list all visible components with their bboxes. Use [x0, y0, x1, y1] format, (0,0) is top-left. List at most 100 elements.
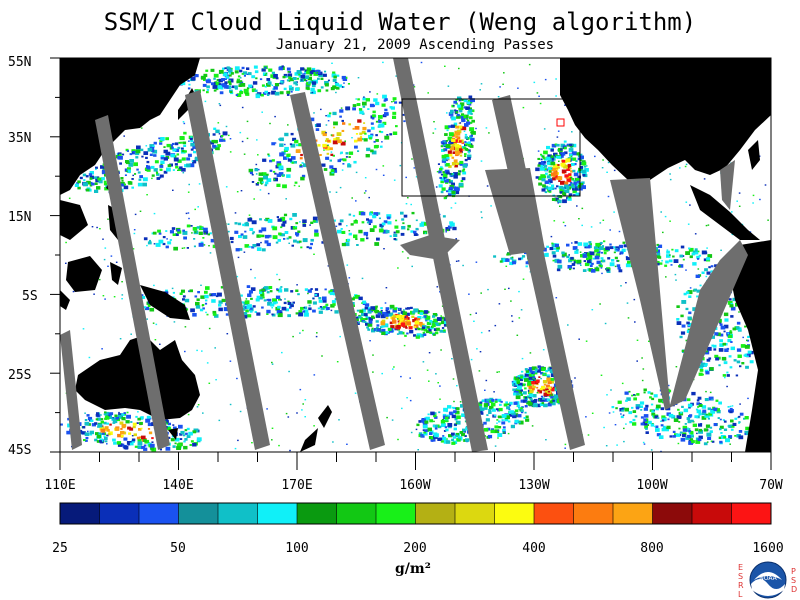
cloud-pixel — [217, 85, 223, 90]
cloud-pixel — [191, 232, 193, 234]
cloud-pixel — [310, 221, 314, 224]
cloud-pixel — [258, 177, 264, 182]
cloud-pixel — [687, 419, 692, 424]
cloud-pixel — [239, 410, 242, 413]
cloud-pixel — [694, 233, 697, 235]
cloud-pixel — [376, 324, 380, 327]
cloud-pixel — [368, 320, 373, 324]
cloud-pixel — [738, 422, 740, 424]
cloud-pixel — [553, 394, 559, 399]
cloud-pixel — [698, 254, 702, 257]
cloud-pixel — [551, 251, 556, 255]
cloud-pixel — [287, 301, 292, 305]
cloud-pixel — [543, 164, 548, 168]
cloud-pixel — [172, 189, 174, 191]
cloud-pixel — [206, 79, 211, 84]
cloud-pixel — [117, 155, 122, 160]
cloud-pixel — [510, 424, 515, 429]
cloud-pixel — [460, 113, 465, 116]
cloud-pixel — [133, 232, 136, 235]
cloud-pixel — [551, 402, 556, 406]
cloud-pixel — [65, 241, 67, 244]
cloud-pixel — [372, 354, 374, 356]
cloud-pixel — [540, 164, 543, 168]
cloud-pixel — [379, 223, 384, 228]
cloud-pixel — [705, 350, 708, 353]
cloud-pixel — [705, 390, 707, 393]
cloud-pixel — [459, 160, 464, 164]
cloud-pixel — [552, 399, 555, 402]
cloud-pixel — [190, 136, 193, 138]
cloud-pixel — [561, 152, 566, 156]
cloud-pixel — [496, 422, 498, 424]
cloud-pixel — [329, 291, 334, 296]
cloud-pixel — [689, 287, 692, 289]
cloud-pixel — [330, 151, 333, 153]
cloud-pixel — [292, 226, 298, 230]
cloud-pixel — [512, 261, 516, 265]
cloud-pixel — [578, 218, 580, 220]
cloud-pixel — [293, 161, 297, 164]
cloud-pixel — [264, 66, 267, 69]
cloud-pixel — [211, 82, 215, 86]
cloud-pixel — [634, 415, 638, 418]
cloud-pixel — [310, 242, 313, 246]
cloud-pixel — [327, 79, 330, 82]
cloud-pixel — [417, 234, 419, 236]
cloud-pixel — [385, 287, 388, 289]
cloud-pixel — [738, 421, 741, 424]
cloud-pixel — [468, 95, 473, 99]
cloud-pixel — [466, 119, 470, 122]
cloud-pixel — [507, 403, 510, 406]
cloud-pixel — [266, 313, 269, 315]
cloud-pixel — [522, 399, 528, 403]
cloud-pixel — [366, 147, 371, 152]
cloud-pixel — [278, 298, 281, 301]
cloud-pixel — [573, 260, 577, 264]
cloud-pixel — [552, 259, 555, 262]
cloud-pixel — [354, 317, 359, 321]
cloud-pixel — [236, 80, 240, 84]
cloud-pixel — [494, 425, 499, 429]
cloud-pixel — [451, 156, 455, 159]
cloud-pixel — [449, 146, 455, 151]
cloud-pixel — [666, 254, 671, 258]
cloud-pixel — [203, 231, 205, 233]
cloud-pixel — [410, 230, 414, 233]
cloud-pixel — [599, 222, 602, 224]
cloud-pixel — [358, 322, 360, 324]
cloud-pixel — [696, 399, 700, 402]
cloud-pixel — [388, 312, 394, 317]
cloud-pixel — [600, 267, 603, 269]
cloud-pixel — [606, 394, 608, 396]
cloud-pixel — [502, 83, 504, 85]
cloud-pixel — [433, 318, 438, 323]
cloud-pixel — [611, 259, 615, 262]
cloud-pixel — [413, 230, 417, 234]
cloud-pixel — [691, 435, 694, 438]
cloud-pixel — [331, 300, 336, 304]
cloud-pixel — [182, 295, 186, 298]
cloud-pixel — [115, 416, 119, 420]
cloud-pixel — [340, 107, 343, 109]
cloud-pixel — [624, 407, 629, 412]
cloud-pixel — [389, 321, 393, 325]
cloud-pixel — [569, 143, 573, 147]
cloud-pixel — [146, 244, 148, 247]
cloud-pixel — [704, 268, 708, 272]
cloud-pixel — [423, 315, 427, 318]
cloud-pixel — [98, 432, 101, 435]
cloud-pixel — [280, 217, 285, 222]
cloud-pixel — [685, 428, 691, 432]
cloud-pixel — [249, 171, 253, 175]
cloud-pixel — [143, 447, 148, 451]
cloud-pixel — [390, 106, 395, 110]
cloud-pixel — [302, 78, 307, 82]
cloud-pixel — [461, 114, 466, 119]
cloud-pixel — [484, 389, 486, 391]
cloud-pixel — [455, 125, 459, 129]
cloud-pixel — [633, 298, 636, 301]
cloud-pixel — [442, 140, 446, 144]
cloud-pixel — [413, 167, 416, 169]
cloud-pixel — [582, 174, 586, 177]
